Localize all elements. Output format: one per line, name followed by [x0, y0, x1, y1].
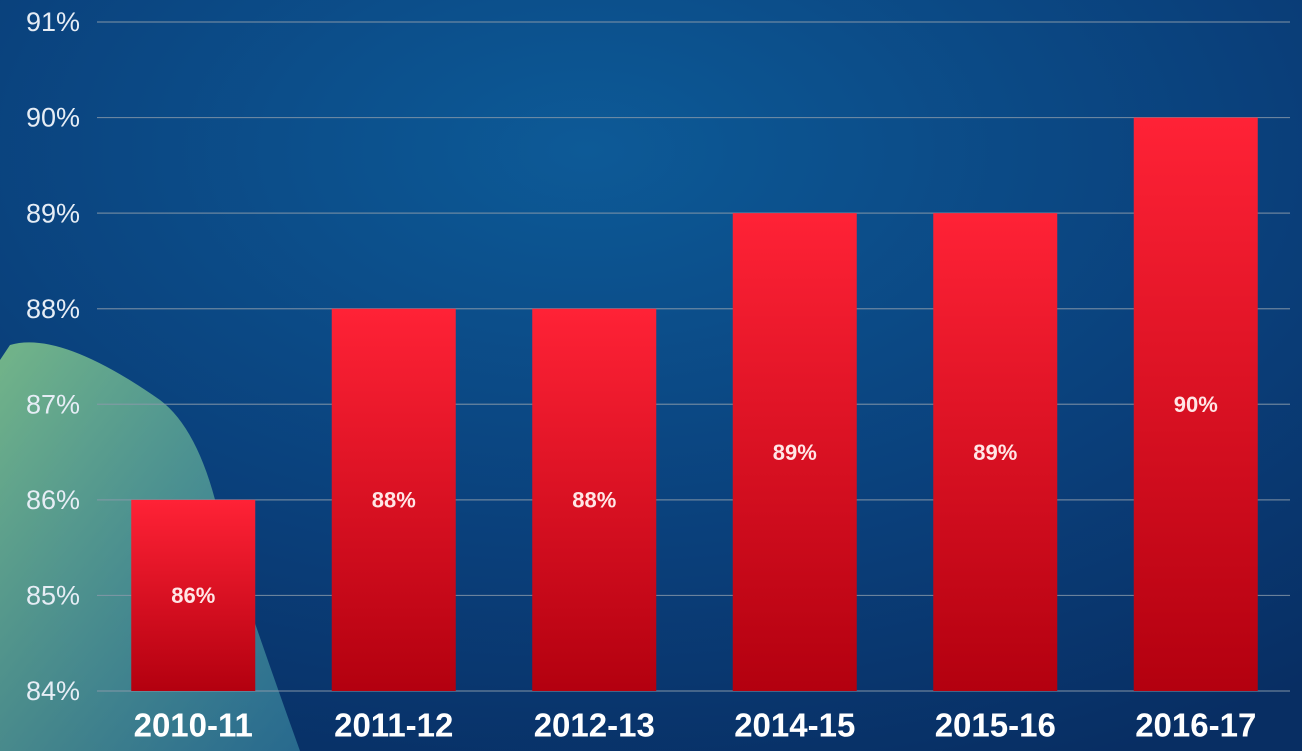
- value-label: 90%: [1174, 392, 1218, 417]
- y-tick-label: 85%: [26, 581, 80, 611]
- x-tick-label: 2014-15: [734, 707, 855, 744]
- value-label: 89%: [773, 440, 817, 465]
- bar: [933, 213, 1058, 691]
- y-tick-label: 90%: [26, 103, 80, 133]
- x-tick-label: 2016-17: [1135, 707, 1256, 744]
- value-label: 88%: [372, 488, 416, 513]
- x-tick-label: 2010-11: [134, 707, 253, 744]
- bar: [532, 308, 657, 691]
- bar: [131, 499, 256, 691]
- y-tick-label: 88%: [26, 294, 80, 324]
- bar: [1133, 117, 1258, 692]
- value-label: 86%: [171, 583, 215, 608]
- y-tick-label: 89%: [26, 198, 80, 228]
- x-tick-label: 2011-12: [334, 707, 453, 744]
- y-tick-label: 91%: [26, 7, 80, 37]
- value-label: 88%: [572, 488, 616, 513]
- y-tick-label: 84%: [26, 676, 80, 706]
- y-tick-label: 87%: [26, 389, 80, 419]
- x-tick-label: 2015-16: [935, 707, 1056, 744]
- value-label: 89%: [973, 440, 1017, 465]
- bar: [331, 308, 456, 691]
- y-tick-label: 86%: [26, 485, 80, 515]
- bar: [732, 213, 857, 691]
- x-tick-label: 2012-13: [534, 707, 655, 744]
